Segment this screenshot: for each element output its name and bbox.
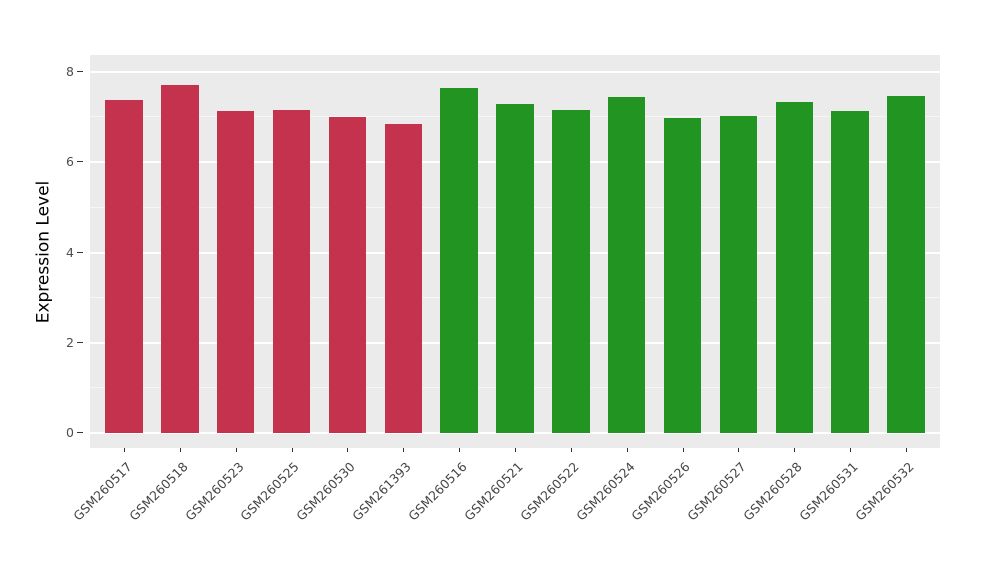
x-tick-mark [235,448,237,452]
bar-slot [319,116,375,433]
y-tick-label: 4 [66,244,74,260]
x-slot: GSM261393 [349,448,431,568]
bar-slot [264,110,320,433]
x-tick-mark [123,448,125,452]
bar-GSM261393 [384,124,422,433]
y-tick-mark [77,251,83,253]
bar-GSM260522 [552,109,590,433]
y-axis: 0 2 4 6 8 [0,55,90,448]
bar-GSM260526 [663,117,702,433]
x-slot: GSM260524 [573,448,655,568]
x-tick-mark [850,448,852,452]
bar-GSM260523 [216,111,255,433]
bars [90,55,940,433]
x-axis: GSM260517 GSM260518 GSM260523 GSM260525 GSM2… [70,448,940,568]
x-tick-mark [626,448,628,452]
bar-slot [822,111,878,433]
x-slot: GSM260532 [852,448,934,568]
x-slot: GSM260528 [740,448,822,568]
x-slot: GSM260517 [70,448,152,568]
x-tick-mark [459,448,461,452]
x-slot: GSM260522 [517,448,599,568]
x-tick-label-GSM260517: GSM260517 [70,459,135,524]
bar-slot [96,100,152,433]
gridline-major [90,71,940,74]
y-tick-label: 2 [66,334,74,350]
x-tick-mark [570,448,572,452]
x-tick-mark [291,448,293,452]
bar-slot [710,115,766,433]
bar-slot [152,84,208,433]
bar-GSM260524 [607,97,646,433]
x-tick-mark [794,448,796,452]
x-slot: GSM260521 [461,448,543,568]
bar-slot [375,124,431,433]
y-tick-label: 0 [66,425,74,440]
x-tick-mark [514,448,516,452]
bar-slot [431,88,487,433]
y-tick-mark [77,71,83,73]
x-slot: GSM260516 [405,448,487,568]
bar-slot [766,101,822,433]
x-tick-mark [403,448,405,452]
bar-GSM260531 [831,111,869,433]
x-tick-mark [347,448,349,452]
plot-panel [90,55,940,448]
x-slot: GSM260523 [182,448,264,568]
y-tick-mark [77,341,83,343]
bar-GSM260525 [272,110,311,433]
bar-slot [543,109,599,433]
bar-GSM260521 [496,103,534,433]
gridline-major [90,432,940,434]
x-slot: GSM260530 [294,448,375,568]
bar-slot [599,97,655,433]
bar-GSM260527 [719,115,758,433]
x-slot: GSM260527 [685,448,766,568]
bar-GSM260528 [775,101,813,433]
bar-slot [208,111,264,433]
bar-GSM260530 [328,116,367,433]
bar-GSM260517 [105,100,143,433]
bar-slot [878,96,934,433]
x-tick-mark [179,448,181,452]
x-slot: GSM260531 [796,448,878,568]
y-tick-mark [77,161,83,163]
bar-GSM260516 [440,88,478,433]
x-tick-mark [682,448,684,452]
y-tick-label: 6 [66,154,74,170]
y-tick-label: 8 [66,64,74,80]
y-tick-mark [77,432,83,433]
x-slot: GSM260525 [238,448,320,568]
bar-GSM260532 [887,96,925,433]
x-slot: GSM260526 [629,448,711,568]
x-tick-mark [738,448,740,452]
bar-slot [655,117,711,433]
bar-GSM260518 [161,84,199,433]
bar-slot [487,103,543,433]
x-slot: GSM260518 [126,448,208,568]
x-tick-mark [905,448,907,452]
